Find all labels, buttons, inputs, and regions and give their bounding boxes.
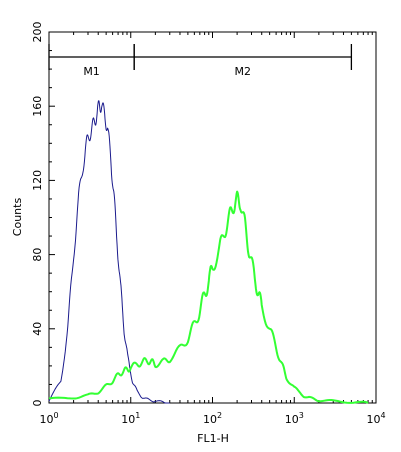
y-tick-label: 200 [31, 22, 44, 43]
x-tick-label: 101 [121, 411, 140, 426]
series-line [48, 100, 170, 404]
x-tick-label: 103 [285, 411, 304, 426]
y-axis-label: Counts [11, 198, 24, 237]
x-tick-label: 104 [366, 411, 385, 426]
x-tick-labels: 100 101 102 103 104 [39, 411, 385, 426]
series-line [48, 190, 369, 404]
y-tick-label: 80 [31, 248, 44, 262]
y-tick-label: 120 [31, 170, 44, 191]
y-tick-label: 0 [31, 400, 44, 407]
x-tick-label: 100 [39, 411, 58, 426]
x-axis-label: FL1-H [197, 432, 229, 445]
gate-markers: M1 M2 [48, 44, 353, 78]
plot-frame [48, 31, 377, 404]
y-tick-labels: 0 40 80 120 160 200 [31, 22, 44, 407]
y-tick-label: 40 [31, 322, 44, 336]
x-tick-label: 102 [203, 411, 222, 426]
marker-label: M2 [235, 65, 252, 78]
axis-ticks [48, 31, 377, 404]
y-tick-label: 160 [31, 96, 44, 117]
marker-label: M1 [83, 65, 100, 78]
series-lines [48, 100, 369, 404]
